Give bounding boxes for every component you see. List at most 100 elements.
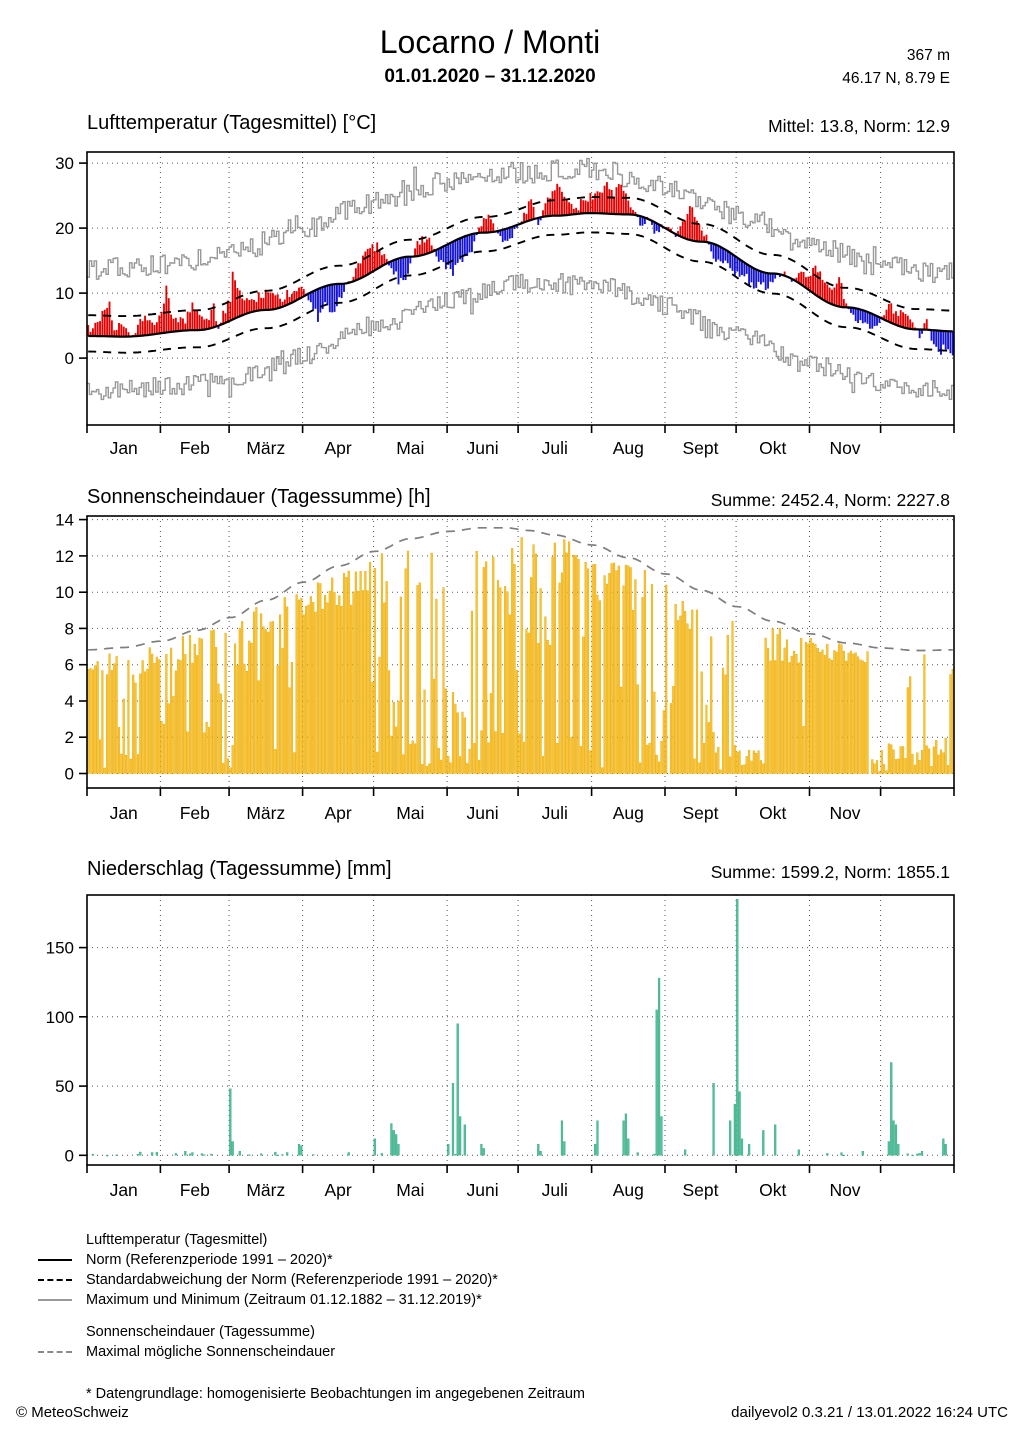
- precip-bar: [390, 1123, 393, 1156]
- sunshine-bar: [861, 660, 864, 774]
- temp-bar: [335, 284, 338, 307]
- sunshine-bar: [437, 747, 440, 774]
- temp-bar: [184, 323, 187, 331]
- precip-bar: [738, 1091, 741, 1156]
- temp-bar: [610, 189, 613, 214]
- sunshine-bar: [480, 730, 483, 774]
- precip-bar: [911, 1154, 914, 1157]
- temp-bar: [594, 193, 597, 214]
- temp-bar: [281, 301, 284, 307]
- sunshine-bar: [852, 653, 855, 774]
- temp-bar: [553, 190, 556, 216]
- sunshine-bar: [729, 756, 732, 774]
- sunshine-bar: [795, 654, 798, 774]
- sunshine-bar: [788, 662, 791, 774]
- temp-bar: [940, 330, 942, 355]
- sunshine-bar: [141, 660, 144, 774]
- temp-bar: [170, 314, 173, 332]
- temp-bar: [861, 310, 864, 324]
- precip-bar: [106, 1155, 109, 1157]
- sunshine-bar: [300, 598, 303, 774]
- temp-bar: [407, 256, 409, 274]
- sunshine-bar: [565, 552, 568, 774]
- sunshine-bar: [106, 674, 109, 774]
- month-label: Apr: [324, 1180, 351, 1200]
- precip-bar: [740, 1138, 744, 1156]
- month-label: Jan: [110, 438, 138, 458]
- month-label: Jan: [110, 803, 138, 823]
- std-dev-line-swatch: [38, 1273, 76, 1287]
- sunshine-bar: [854, 652, 857, 774]
- footnote-row: * Datengrundlage: homogenisierte Beobach…: [38, 1384, 798, 1404]
- sunshine-bar: [269, 621, 272, 774]
- precip-bar: [300, 1145, 303, 1156]
- precip-bar: [463, 1124, 466, 1156]
- sunshine-bar: [219, 693, 222, 774]
- sunshine-bar: [902, 746, 905, 774]
- temp-bar: [897, 315, 900, 326]
- month-label: Mai: [396, 438, 424, 458]
- temp-bar: [584, 200, 587, 214]
- temp-bar: [544, 203, 547, 217]
- y-tick-label: 0: [65, 765, 74, 784]
- temp-bar: [253, 299, 255, 312]
- legend: Lufttemperatur (Tagesmittel) Norm (Refer…: [38, 1230, 798, 1404]
- temp-bar: [807, 276, 810, 290]
- sunshine-bar: [873, 763, 876, 774]
- sunshine-bar: [485, 561, 488, 774]
- sunshine-bar: [655, 755, 658, 774]
- precip-bar: [155, 1152, 158, 1156]
- month-label: Okt: [759, 1180, 786, 1200]
- temp-bar: [601, 192, 604, 214]
- precip-bar: [942, 1138, 945, 1156]
- temp-bar: [857, 308, 859, 323]
- sunshine-bar: [305, 606, 308, 774]
- temp-bar: [951, 331, 954, 356]
- temp-bar: [352, 276, 355, 282]
- sunshine-bar: [833, 650, 836, 774]
- temp-bar: [842, 299, 845, 308]
- sunshine-bar: [146, 668, 149, 774]
- temp-bar: [276, 294, 279, 309]
- temp-bar: [506, 228, 509, 241]
- sunshine-bar: [719, 769, 722, 774]
- precip-bar: [229, 1088, 232, 1156]
- sunshine-bar: [335, 605, 338, 774]
- temp-bar: [572, 208, 575, 215]
- sunshine-bar: [560, 572, 564, 774]
- temp-bar: [738, 259, 741, 277]
- sunshine-bar: [589, 750, 592, 774]
- sunshine-bar: [845, 660, 848, 774]
- precip-bar: [151, 1152, 154, 1156]
- temp-bar: [354, 268, 357, 281]
- temp-bar: [821, 279, 824, 300]
- legend-extremes-label: Maximum und Minimum (Zeitraum 01.12.1882…: [86, 1292, 482, 1308]
- temp-bar: [267, 292, 270, 310]
- precip-bar: [892, 1120, 895, 1156]
- precip-bar: [826, 1153, 829, 1156]
- precip-bar: [944, 1144, 947, 1156]
- temp-bar: [871, 313, 874, 329]
- sunshine-bar: [823, 655, 826, 774]
- sunshine-bar: [342, 573, 346, 774]
- temp-bar: [653, 222, 656, 234]
- temp-bar: [755, 269, 758, 288]
- sunshine-bar: [148, 647, 151, 774]
- sunshine-bar: [641, 597, 644, 774]
- temp-bar: [883, 315, 886, 320]
- sunshine-bar: [397, 700, 400, 774]
- temp-bar: [558, 186, 561, 216]
- temp-bar: [101, 311, 104, 337]
- legend-temperature-heading: Lufttemperatur (Tagesmittel): [86, 1232, 268, 1248]
- temp-bar: [823, 282, 826, 301]
- precip-bar: [281, 1154, 284, 1156]
- sunshine-bar: [539, 588, 542, 774]
- temp-bar: [722, 248, 724, 264]
- month-label: Juli: [542, 1180, 568, 1200]
- sunshine-bar: [660, 741, 663, 774]
- temp-bar: [444, 245, 447, 270]
- sunshine-bar: [352, 591, 355, 774]
- sunshine-bar: [636, 684, 639, 774]
- sunshine-bar: [821, 649, 824, 774]
